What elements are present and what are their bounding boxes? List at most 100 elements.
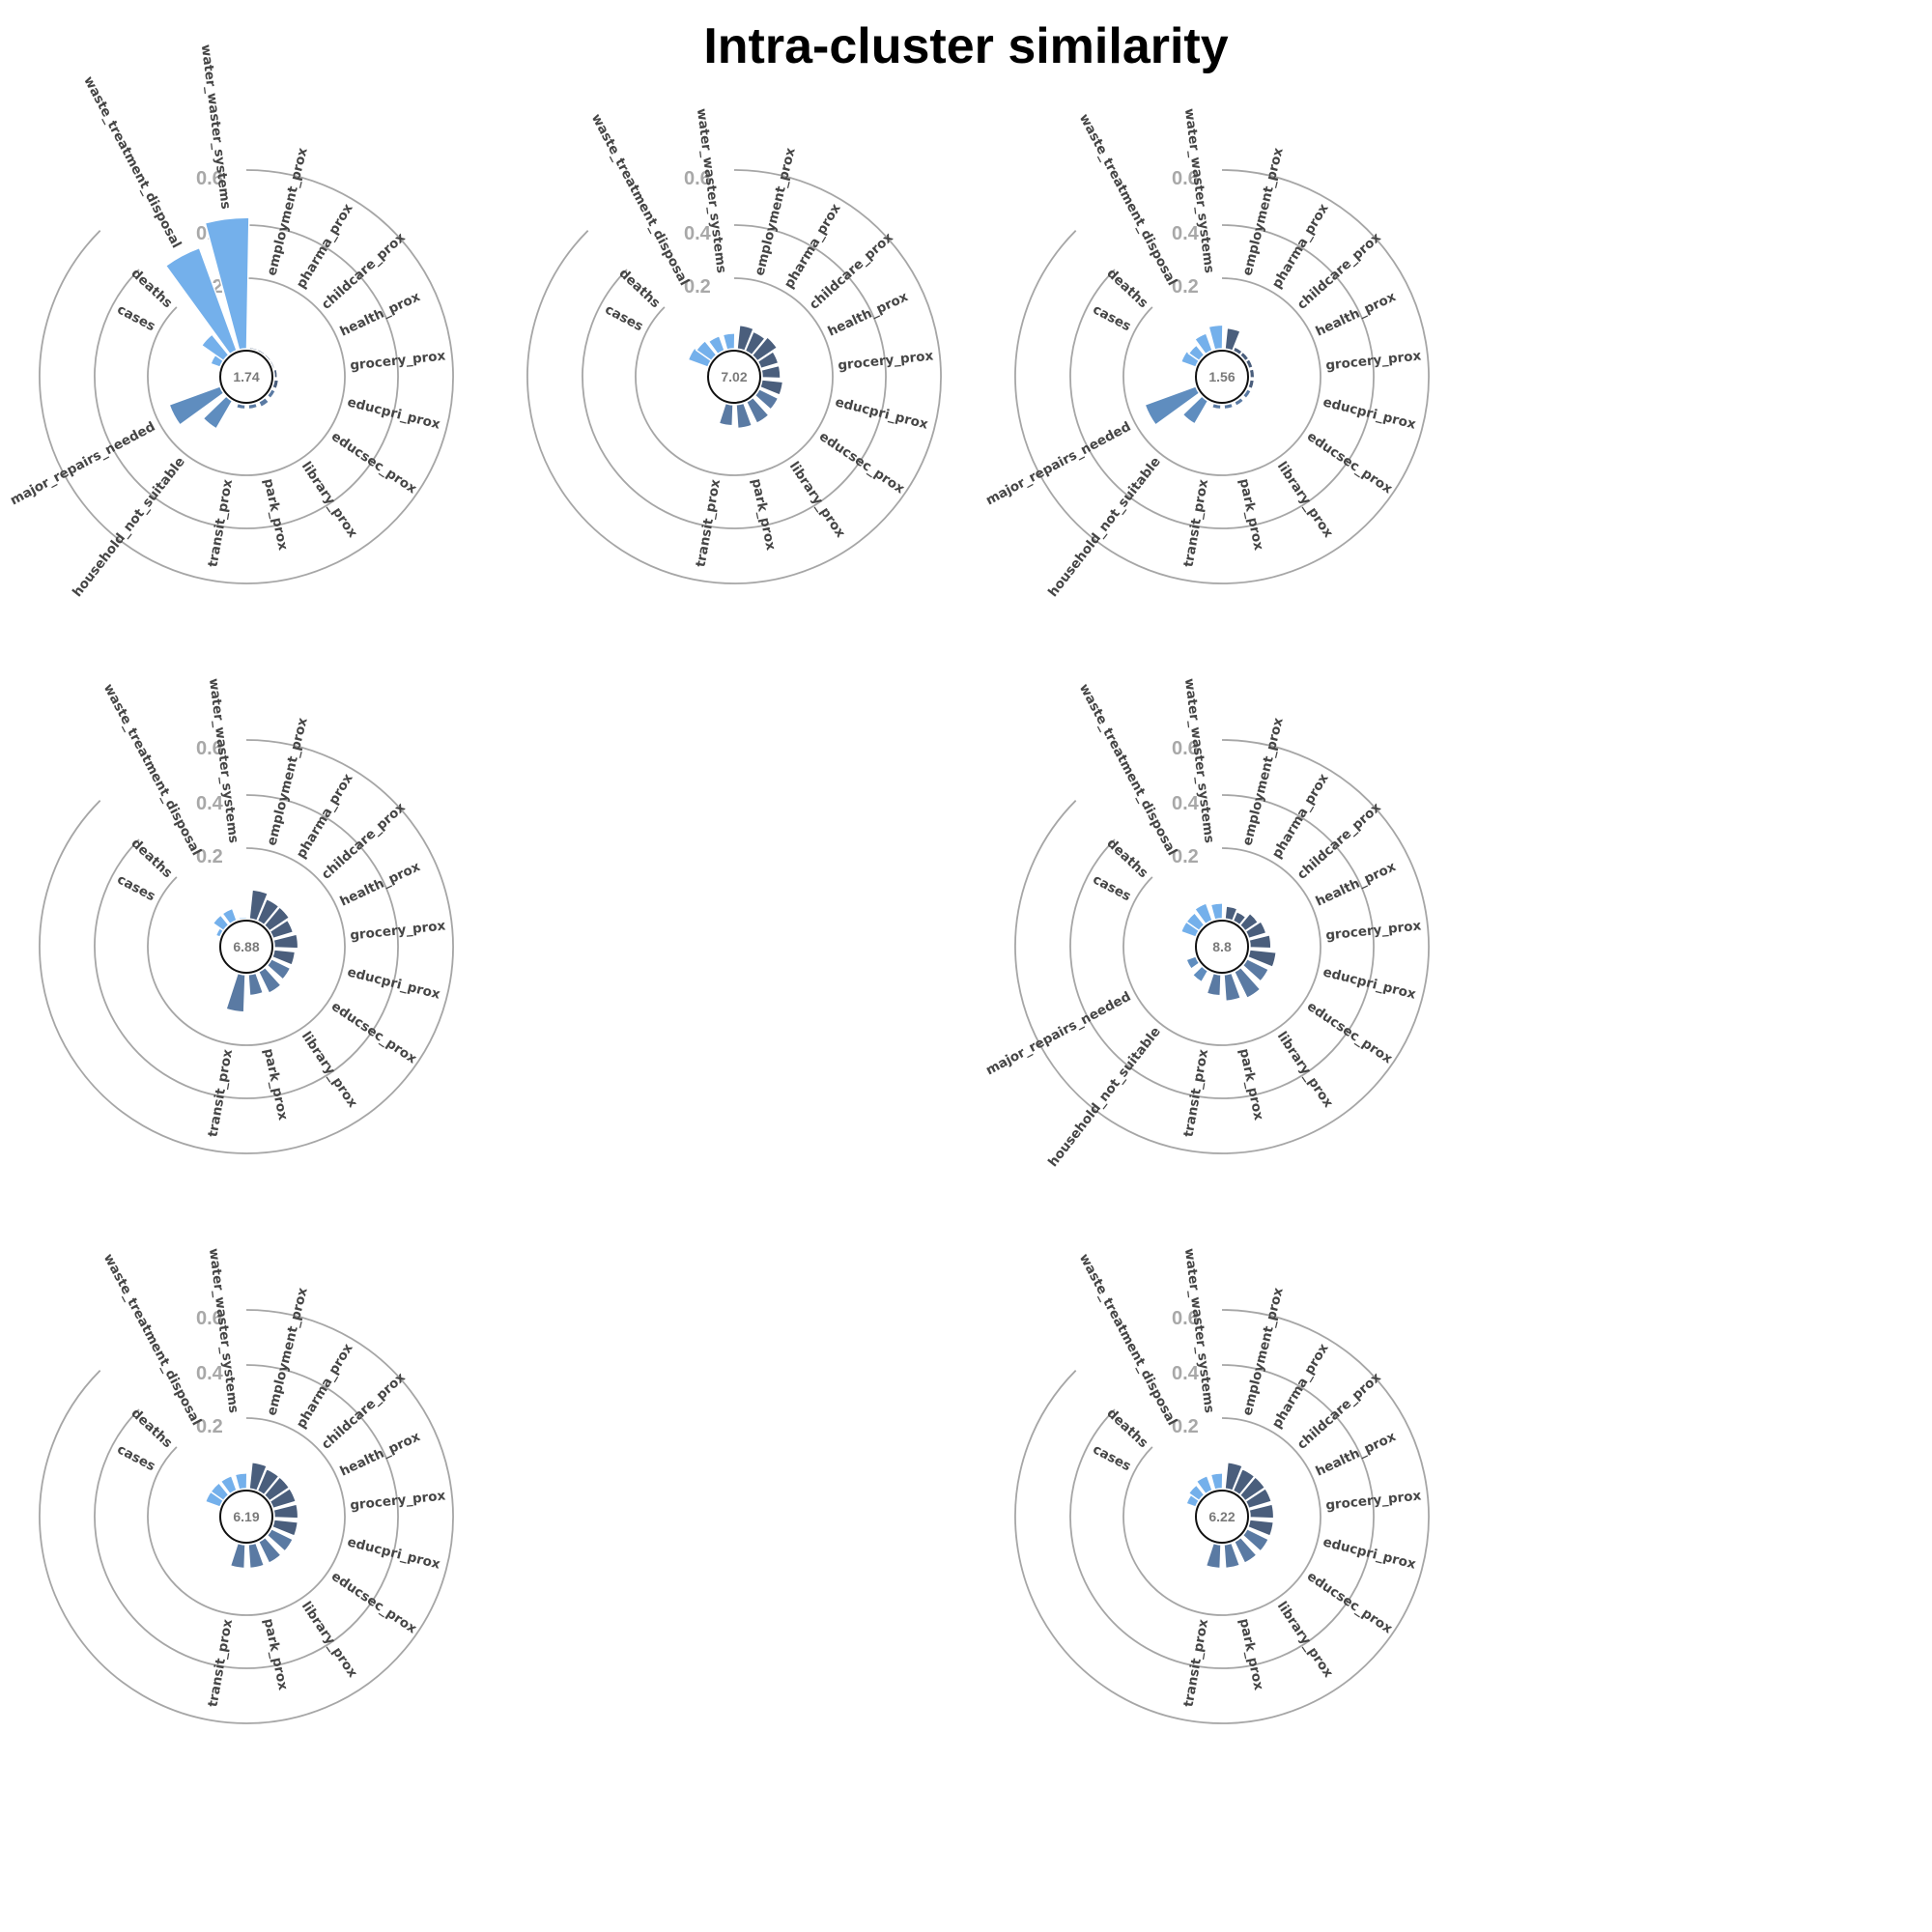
variable-label: waste_treatment_disposal [80, 73, 185, 250]
grid-ring [94, 224, 399, 529]
bar-household-not-suitable [202, 395, 234, 430]
grid-ring [635, 277, 834, 476]
variable-label: educpri_prox [346, 1534, 442, 1572]
tick-label: 0.6 [196, 1308, 223, 1329]
bar-park-prox [247, 972, 265, 997]
variable-label: employment_prox [1239, 716, 1286, 847]
bar-water-waster-systems [1209, 902, 1224, 921]
bar-employment-prox [1224, 327, 1242, 353]
bar-health-prox [269, 919, 295, 940]
center-value: 8.8 [1212, 939, 1232, 954]
center-circle [219, 1490, 273, 1544]
bar-household-not-suitable [1191, 965, 1209, 983]
bar-cases [1179, 350, 1201, 369]
bar-grocery-prox [760, 364, 781, 380]
variable-label: waste_treatment_disposal [100, 681, 205, 858]
variable-label: cases [114, 871, 157, 904]
bar-water-waster-systems [204, 216, 250, 351]
tick-label: 0.2 [1172, 1416, 1199, 1437]
variable-label: library_prox [298, 1029, 360, 1111]
bar-water-waster-systems [234, 1472, 248, 1491]
bar-waste-treatment-disposal [707, 334, 726, 355]
bar-library-prox [1233, 1536, 1258, 1565]
variable-label: educsec_prox [816, 429, 907, 497]
bar-water-waster-systems [722, 332, 736, 351]
bar-transit-prox [1210, 402, 1222, 411]
tick-label: 0.4 [1172, 793, 1200, 814]
bar-waste-treatment-disposal [221, 907, 239, 925]
bar-library-prox [1233, 396, 1245, 408]
variable-label: employment_prox [264, 1286, 310, 1417]
bar-childcare-prox [1238, 1475, 1266, 1502]
grid-ring [1014, 169, 1430, 584]
radial-chart-3: 0.6 0.4 0.2 casesdeathswaste_treatment_disp… [983, 107, 1430, 600]
variable-label: water_waster_systems [206, 677, 242, 843]
center-value: 6.88 [233, 939, 259, 954]
bar-employment-prox [248, 1461, 269, 1492]
bar-deaths [695, 339, 718, 362]
radial-chart-7: 0.6 0.4 0.2 casesdeathswaste_treatment_disp… [1014, 1247, 1430, 1724]
variable-label: park_prox [1236, 1047, 1266, 1122]
variable-label: library_prox [1274, 1599, 1336, 1681]
bar-transit-prox [718, 402, 734, 427]
grid-ring [1069, 1364, 1375, 1669]
bar-grocery-prox [1248, 1503, 1275, 1520]
variable-label: health_prox [1314, 1429, 1399, 1480]
center-circle [707, 350, 761, 404]
variable-label: household_not_suitable [70, 454, 188, 600]
bar-health-prox [1244, 920, 1267, 940]
grid-ring [1122, 1417, 1321, 1616]
bar-park-prox [1223, 972, 1242, 1003]
bar-health-prox [1244, 357, 1255, 370]
center-circle [219, 920, 273, 974]
variable-label: water_waster_systems [1181, 107, 1217, 273]
tick-label: 0.4 [1172, 223, 1200, 244]
bar-employment-prox [1224, 1461, 1244, 1492]
bar-childcare-prox [751, 335, 779, 362]
grid-ring [1122, 847, 1321, 1046]
bar-transit-prox [229, 1542, 246, 1570]
bar-deaths [212, 914, 230, 932]
grid-ring [1122, 277, 1321, 476]
tick-label: 0.4 [196, 793, 224, 814]
variable-label: park_prox [261, 477, 291, 552]
variable-label: employment_prox [1239, 1286, 1286, 1417]
bar-library-prox [257, 966, 282, 995]
center-value: 7.02 [721, 369, 747, 384]
variable-label: deaths [1104, 266, 1151, 311]
bar-cases [687, 347, 713, 369]
variable-label: park_prox [1236, 477, 1266, 552]
variable-label: employment_prox [1239, 146, 1286, 277]
bar-park-prox [1223, 1542, 1241, 1570]
bar-childcare-prox [1238, 912, 1260, 932]
variable-label: cases [1090, 301, 1133, 334]
bar-health-prox [269, 359, 276, 370]
variable-label: waste_treatment_disposal [1076, 111, 1180, 288]
variable-label: health_prox [826, 289, 911, 340]
radial-chart-2: 0.6 0.4 0.2 casesdeathswaste_treatment_disp… [526, 107, 942, 584]
variable-label: water_waster_systems [1181, 1247, 1217, 1413]
center-circle [1195, 1490, 1249, 1544]
variable-label: deaths [1104, 1406, 1151, 1451]
variable-label: library_prox [298, 1599, 360, 1681]
variable-label: educpri_prox [346, 964, 442, 1002]
bar-deaths [1187, 344, 1206, 362]
variable-label: educpri_prox [346, 394, 442, 432]
tick-label: 0.2 [684, 276, 711, 298]
bar-pharma-prox [744, 330, 767, 356]
variable-label: health_prox [338, 289, 423, 340]
variable-label: major_repairs_needed [8, 419, 157, 509]
variable-label: cases [114, 301, 157, 334]
variable-label: waste_treatment_disposal [1076, 681, 1180, 858]
tick-label: 0.6 [1172, 738, 1199, 759]
grid-ring [94, 1364, 399, 1669]
variable-label: household_not_suitable [1045, 454, 1164, 600]
grid-ring [94, 794, 399, 1099]
bar-grocery-prox [272, 368, 279, 379]
variable-label: major_repairs_needed [983, 419, 1133, 509]
tick-label: 0.6 [196, 738, 223, 759]
variable-label: deaths [128, 266, 176, 311]
bar-library-prox [257, 1536, 282, 1565]
center-value: 6.22 [1208, 1509, 1235, 1524]
bar-waste-treatment-disposal [219, 1474, 239, 1495]
